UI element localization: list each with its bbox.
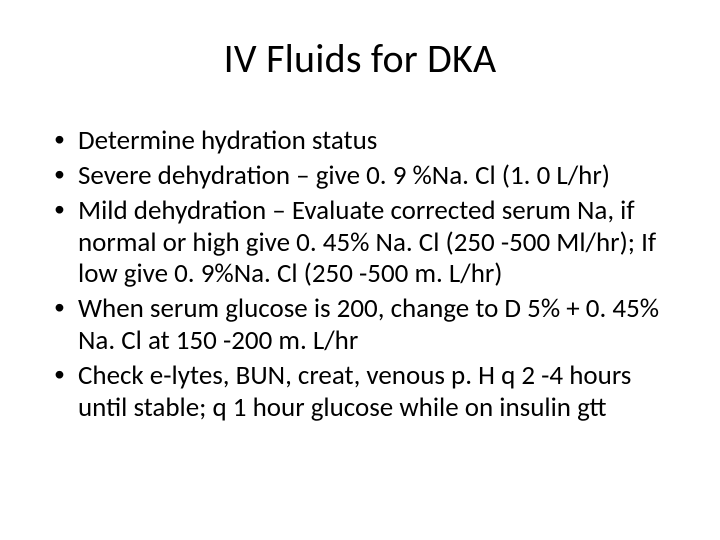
list-item: Severe dehydration – give 0. 9 %Na. Cl (… bbox=[54, 160, 680, 192]
list-item: When serum glucose is 200, change to D 5… bbox=[54, 293, 680, 357]
slide-title: IV Fluids for DKA bbox=[28, 34, 692, 83]
slide: IV Fluids for DKA Determine hydration st… bbox=[0, 0, 720, 540]
list-item: Check e-lytes, BUN, creat, venous p. H q… bbox=[54, 360, 680, 424]
list-item: Mild dehydration – Evaluate corrected se… bbox=[54, 195, 680, 291]
list-item: Determine hydration status bbox=[54, 125, 680, 157]
bullet-list: Determine hydration status Severe dehydr… bbox=[28, 125, 692, 424]
